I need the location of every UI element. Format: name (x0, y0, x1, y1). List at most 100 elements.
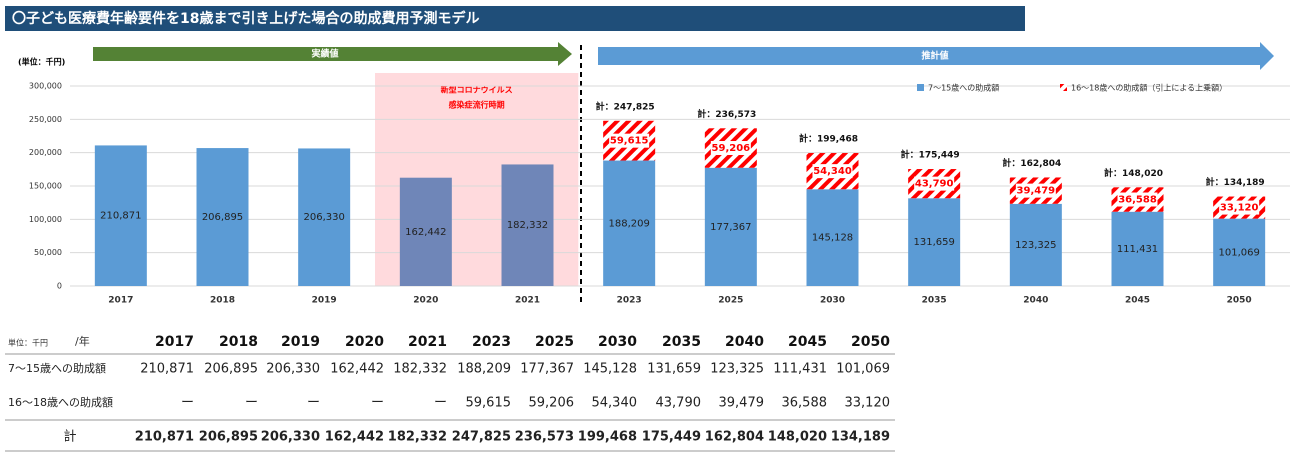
bar (399, 177, 452, 286)
chart-title: 〇子ども医療費年齢要件を18歳まで引き上げた場合の助成費用予測モデル (12, 10, 479, 27)
shade-annotation: 新型コロナウイルス (441, 85, 513, 95)
table-cell: 175,449 (642, 430, 701, 445)
total-label: 計：162,804 (1002, 157, 1061, 169)
table-cell: 206,330 (266, 362, 320, 377)
table-cell: ー (181, 396, 194, 411)
table-cell: 182,332 (393, 362, 447, 377)
value-label: 54,340 (813, 166, 852, 177)
x-tick-label: 2040 (1023, 296, 1048, 306)
forecast-label: 推計値 (921, 50, 948, 62)
total-label: 計：148,020 (1104, 167, 1163, 179)
value-label: 188,209 (608, 218, 649, 229)
table-row-label: 16〜18歳への助成額 (8, 395, 113, 409)
table-cell: 210,871 (135, 430, 194, 445)
value-label: 101,069 (1218, 247, 1259, 258)
x-tick-label: 2030 (820, 296, 845, 306)
value-label: 33,120 (1220, 203, 1259, 214)
bar (196, 148, 249, 286)
x-tick-label: 2045 (1125, 296, 1150, 306)
y-tick-label: 300,000 (29, 82, 62, 91)
total-label: 計：175,449 (901, 149, 960, 161)
value-label: 145,128 (812, 233, 853, 244)
table-cell: 134,189 (831, 430, 890, 445)
value-label: 182,332 (507, 220, 548, 231)
table: 単位：千円/年 2017 2018 2019 2020 2021 2023 2025 2030 2… (5, 334, 895, 452)
table-cell: 43,790 (656, 396, 702, 411)
table-cell: 101,069 (836, 362, 890, 377)
x-tick-label: 2050 (1227, 296, 1252, 306)
value-label: 39,479 (1017, 186, 1056, 197)
value-label-bg (1117, 192, 1158, 207)
table-cell: 206,330 (261, 430, 320, 445)
legend-label: 7〜15歳への助成額 (928, 83, 999, 93)
value-label: 111,431 (1117, 244, 1158, 255)
table-cell: 162,442 (330, 362, 384, 377)
table-cell: 162,442 (325, 430, 384, 445)
value-label: 177,367 (710, 222, 751, 233)
bar (1213, 218, 1266, 286)
x-tick-label: 2018 (210, 296, 235, 306)
unit-label: (単位：千円) (18, 57, 65, 67)
table-cell: 131,659 (647, 362, 701, 377)
table-header: 2040 (725, 334, 764, 350)
value-label: 59,615 (610, 136, 649, 147)
total-label: 計：236,573 (697, 108, 756, 120)
table-header: 2050 (851, 334, 890, 350)
table-header: 2021 (408, 334, 447, 350)
table-cell: 59,206 (529, 396, 575, 411)
value-label: 206,895 (202, 212, 243, 223)
bar (806, 189, 859, 286)
shade-annotation: 感染症流行時期 (449, 100, 505, 110)
x-tick-label: 2023 (617, 296, 642, 306)
value-label-bg (812, 164, 853, 179)
value-label: 206,330 (303, 212, 344, 223)
value-label-bg (609, 133, 650, 148)
value-label: 131,659 (913, 237, 954, 248)
legend-label: 16〜18歳への助成額（引上による上乗額） (1071, 83, 1227, 93)
table-cell: 39,479 (719, 396, 765, 411)
actual-label: 実績値 (311, 48, 338, 60)
value-label: 43,790 (915, 179, 954, 190)
x-tick-label: 2025 (718, 296, 743, 306)
x-tick-label: 2019 (312, 296, 337, 306)
table-cell: 123,325 (710, 362, 764, 377)
table-cell: 199,468 (578, 430, 637, 445)
total-label: 計：134,189 (1206, 176, 1265, 188)
table-cell: ー (307, 396, 320, 411)
table-cell: ー (371, 396, 384, 411)
value-label: 162,442 (405, 227, 446, 238)
table-cell: 188,209 (457, 362, 511, 377)
value-label-bg (914, 176, 955, 191)
table-header: 2023 (472, 334, 511, 350)
legend-swatch (1060, 84, 1067, 91)
y-tick-label: 100,000 (29, 215, 62, 224)
table-cell: 111,431 (773, 362, 827, 377)
value-label-bg (1015, 183, 1056, 198)
table-header: 2020 (345, 334, 384, 350)
bar (501, 164, 554, 286)
table-unit: 単位：千円 (8, 338, 48, 348)
table-cell: 162,804 (705, 430, 764, 445)
table-header: 2045 (788, 334, 827, 350)
table-header: 2035 (662, 334, 701, 350)
table-header: 2017 (155, 334, 194, 350)
table-cell: 206,895 (199, 430, 258, 445)
table-cell: 236,573 (515, 430, 574, 445)
title-bar (5, 6, 1025, 31)
table-header: 2025 (535, 334, 574, 350)
value-label: 210,871 (100, 211, 141, 222)
bar (1111, 211, 1164, 286)
table-cell: 33,120 (845, 396, 891, 411)
table-cell: 247,825 (452, 430, 511, 445)
table-header: 2030 (598, 334, 637, 350)
table-cell: 182,332 (388, 430, 447, 445)
table-header: 2018 (219, 334, 258, 350)
value-label: 123,325 (1015, 240, 1056, 251)
total-label: 計：247,825 (596, 100, 655, 112)
x-tick-label: 2021 (515, 296, 540, 306)
y-tick-label: 200,000 (29, 148, 62, 157)
table-cell: 206,895 (204, 362, 258, 377)
bar (603, 160, 656, 286)
total-label: 計：199,468 (799, 133, 858, 145)
